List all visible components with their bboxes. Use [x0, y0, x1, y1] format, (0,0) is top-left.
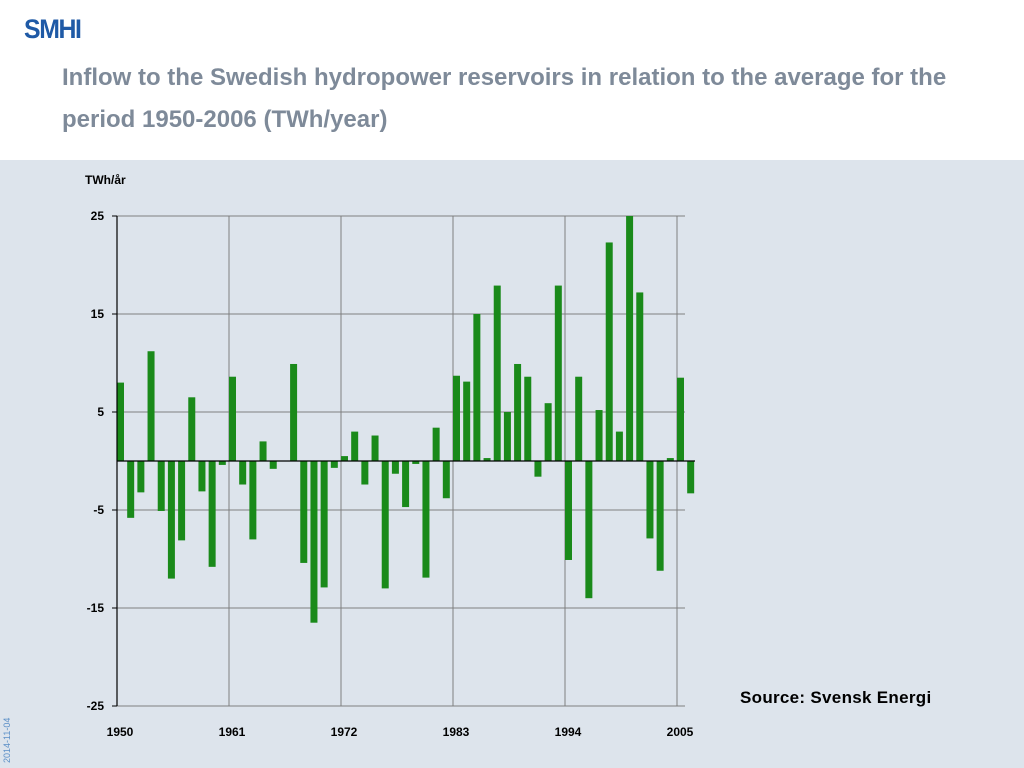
- y-tick-label: 15: [91, 307, 105, 321]
- bar-1984: [463, 381, 471, 461]
- bar-1969: [310, 461, 318, 623]
- x-tick-label: 2005: [667, 725, 694, 739]
- bar-1958: [198, 461, 206, 492]
- y-tick-label: 5: [97, 405, 104, 419]
- bar-1955: [167, 461, 175, 579]
- bar-1995: [575, 376, 583, 461]
- bar-1990: [524, 376, 532, 461]
- y-tick-label: -5: [93, 503, 104, 517]
- x-tick-label: 1972: [331, 725, 358, 739]
- bar-1985: [473, 314, 481, 461]
- bar-1991: [534, 461, 542, 477]
- bar-2000: [626, 216, 634, 461]
- bar-1978: [402, 461, 410, 508]
- bar-1992: [544, 403, 552, 461]
- bar-2006: [687, 461, 695, 494]
- bar-1961: [229, 376, 236, 461]
- bar-1977: [391, 461, 399, 474]
- x-tick-label: 1994: [555, 725, 582, 739]
- bar-2005: [677, 377, 684, 461]
- bar-1989: [514, 363, 522, 461]
- bar-1965: [269, 461, 277, 469]
- x-tick-label: 1950: [107, 725, 134, 739]
- bar-1967: [290, 363, 298, 461]
- bar-2003: [656, 461, 664, 571]
- bar-1996: [585, 461, 593, 599]
- bar-1950: [117, 382, 124, 461]
- bar-1993: [554, 285, 562, 461]
- side-date: 2014-11-04: [2, 717, 12, 763]
- y-axis-unit-label: TWh/år: [85, 173, 126, 187]
- bar-1959: [208, 461, 216, 567]
- bar-1963: [249, 461, 257, 540]
- bar-1952: [137, 461, 145, 493]
- y-tick-label: -15: [87, 601, 105, 615]
- bar-1986: [483, 458, 491, 461]
- bar-2001: [636, 292, 644, 461]
- bar-1951: [127, 461, 135, 518]
- bar-1954: [157, 461, 165, 511]
- smhi-logo: SMHI: [24, 14, 82, 44]
- bar-1981: [432, 427, 440, 461]
- bar-1957: [188, 397, 196, 461]
- bar-1979: [412, 461, 420, 464]
- bar-1953: [147, 351, 155, 461]
- bar-1971: [330, 461, 338, 468]
- bar-2004: [666, 458, 674, 461]
- bar-1997: [595, 410, 603, 461]
- bar-1975: [371, 435, 379, 461]
- bar-1987: [493, 285, 501, 461]
- bar-1973: [351, 431, 359, 461]
- bar-1982: [442, 461, 450, 499]
- bar-1968: [300, 461, 308, 563]
- bar-1970: [320, 461, 328, 588]
- header: SMHI Inflow to the Swedish hydropower re…: [0, 0, 1024, 160]
- bar-1972: [341, 456, 348, 461]
- bar-1974: [361, 461, 369, 485]
- bar-1988: [503, 412, 511, 461]
- bar-1964: [259, 441, 267, 461]
- bar-1994: [565, 461, 572, 560]
- page-title: Inflow to the Swedish hydropower reservo…: [62, 64, 947, 133]
- bar-1999: [615, 431, 623, 461]
- bar-1976: [381, 461, 389, 589]
- source-text: Source: Svensk Energi: [740, 688, 932, 707]
- bar-1983: [453, 375, 460, 461]
- bar-1962: [239, 461, 247, 485]
- x-tick-label: 1961: [219, 725, 246, 739]
- x-tick-label: 1983: [443, 725, 470, 739]
- bar-1956: [178, 461, 186, 541]
- bar-2002: [646, 461, 654, 539]
- bar-1980: [422, 461, 430, 578]
- y-tick-label: 25: [91, 209, 105, 223]
- y-tick-label: -25: [87, 699, 105, 713]
- bar-1960: [218, 461, 226, 465]
- bar-1998: [605, 242, 613, 461]
